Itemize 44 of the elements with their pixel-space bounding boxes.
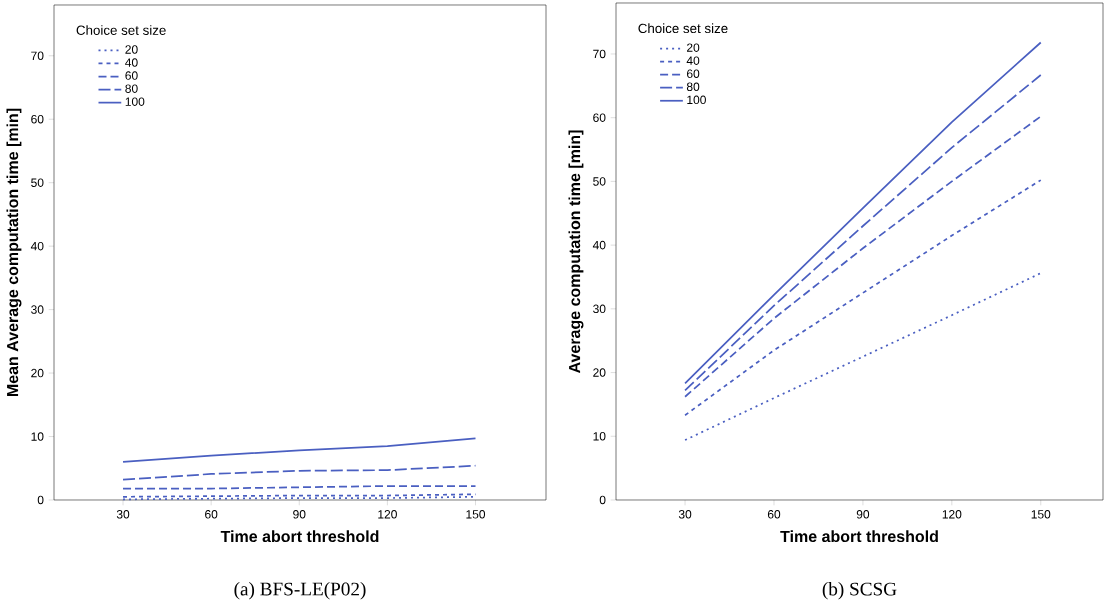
y-tick-label: 50: [593, 177, 606, 186]
y-tick-label: 40: [30, 241, 44, 251]
legend-label: 40: [686, 56, 700, 65]
legend-label: 40: [125, 58, 138, 67]
legend-title: Choice set size: [76, 25, 166, 35]
x-tick-label: 90: [293, 510, 306, 519]
x-tick-label: 90: [856, 510, 870, 519]
x-tick-label: 30: [678, 510, 692, 519]
x-axis-title: Time abort threshold: [220, 530, 379, 543]
y-tick-label: 60: [593, 113, 606, 122]
legend-label: 20: [125, 45, 138, 54]
y-tick-label: 50: [31, 178, 44, 187]
legend-label: 60: [687, 69, 700, 78]
y-tick-label: 70: [593, 49, 606, 59]
x-tick-label: 150: [466, 510, 486, 519]
x-tick-label: 120: [378, 510, 397, 519]
x-tick-label: 150: [1031, 510, 1051, 519]
legend-label: 60: [125, 71, 138, 80]
text: (a) BFS-LE(P02): [234, 582, 366, 600]
y-tick-label: 30: [593, 304, 606, 314]
y-tick-label: 0: [37, 495, 44, 505]
legend-title: Choice set size: [638, 23, 728, 34]
legend-label: 100: [687, 95, 706, 105]
y-axis-title: Average computation time [min]: [568, 130, 584, 374]
legend-label: 20: [687, 43, 700, 52]
y-tick-label: 40: [592, 240, 606, 250]
x-tick-label: 60: [205, 510, 218, 519]
y-tick-label: 70: [31, 51, 44, 61]
y-tick-label: 10: [31, 432, 44, 441]
text: (b) SCSG: [822, 582, 897, 600]
legend-label: 100: [125, 97, 145, 106]
y-tick-label: 10: [593, 432, 606, 441]
x-tick-label: 60: [767, 510, 781, 519]
x-tick-label: 30: [116, 510, 130, 519]
legend-label: 80: [125, 84, 138, 93]
y-tick-label: 30: [31, 305, 44, 314]
y-tick-label: 0: [599, 495, 606, 505]
y-tick-label: 60: [31, 114, 44, 124]
y-tick-label: 20: [31, 368, 44, 378]
x-tick-label: 120: [942, 510, 962, 519]
legend-label: 80: [686, 82, 700, 92]
x-axis-title: Time abort threshold: [780, 530, 938, 543]
y-tick-label: 20: [593, 368, 606, 377]
y-axis-title: Mean Average computation time [min]: [6, 108, 22, 397]
